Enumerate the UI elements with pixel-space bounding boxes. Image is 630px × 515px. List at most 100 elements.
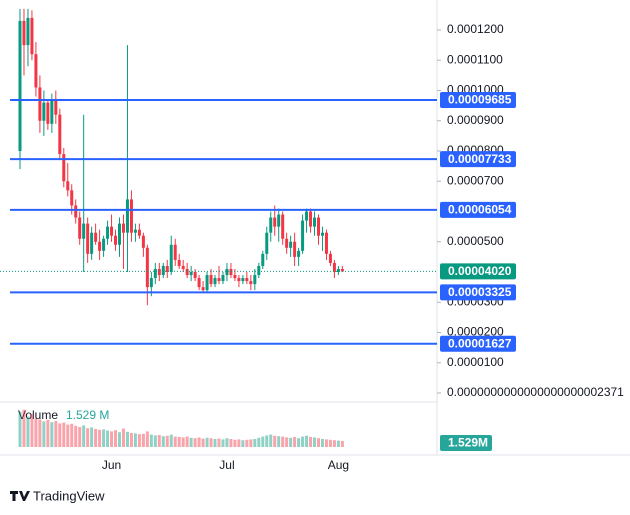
candle-body [281,214,285,239]
volume-bar [253,439,257,447]
candle-body [54,99,58,115]
candle-body [58,114,62,155]
candle-body [26,17,30,46]
candle-body [241,278,245,282]
last-price-badge-bg [440,263,516,280]
volume-bar [145,431,149,447]
candle-body [324,232,328,254]
volume-bar [118,432,121,447]
candle-body [253,275,257,285]
candle-body [98,241,102,251]
candle-body [169,244,173,273]
candle-body [177,259,181,266]
volume-bar [22,409,26,447]
volume-bar [177,437,181,447]
volume-bar [54,421,58,447]
volume-bar [129,433,133,447]
candle-body [293,241,297,257]
candle-body [86,223,90,254]
candle-body [141,235,145,248]
candle-body [173,244,177,260]
volume-bar [82,425,86,447]
volume-bar [205,437,209,447]
candle-body [257,265,261,276]
candle-body [30,17,34,55]
candle-body [153,268,157,279]
candle-body [110,226,114,236]
volume-bar [328,439,332,447]
volume-bar [98,429,102,447]
candle-body [181,265,185,269]
volume-badge-bg [440,435,492,451]
volume-bar [18,411,22,447]
x-tick-label: Jun [102,458,121,472]
volume-bar [257,437,261,447]
volume-title: Volume [18,408,58,422]
candle-body [245,278,249,282]
candle-body [237,278,241,282]
level-badge: 0.00001627 [440,335,516,352]
level-badge-bg [440,92,516,109]
candle-body [94,232,98,242]
candle-body [313,217,317,227]
candle-body [317,217,320,236]
volume-bar [42,421,46,447]
candle-body [217,278,221,282]
brand-name: TradingView [33,488,105,503]
candle-body [125,199,129,233]
volume-bar [336,440,340,447]
candle-body [193,272,197,279]
volume-last: 1.529 M [66,408,109,422]
volume-bar [38,419,42,447]
volume-bar [313,437,317,447]
candle-body [70,190,74,206]
candle-body [66,181,70,191]
candle-body [149,278,153,288]
volume-bar [225,438,229,447]
volume-badge: 1.529M [440,435,492,451]
volume-bar [62,422,66,447]
volume-bar [94,429,98,447]
volume-bar [320,439,324,447]
volume-bar [293,437,297,447]
y-tick-label: 0.0000000000000000000002371 [447,385,624,399]
volume-bar [46,419,50,447]
candle-body [46,102,50,124]
volume-bar [273,435,277,447]
candle-body [34,54,38,88]
candle-body [161,265,165,276]
candle-body [289,241,293,248]
candle-body [209,275,213,285]
volume-bar [185,436,189,447]
volume-bar [209,438,213,447]
volume-bar [50,422,54,447]
candle-body [336,268,340,273]
y-tick-label: 0.0001100 [447,52,503,66]
volume-bar [169,434,173,447]
volume-bar [305,435,309,447]
volume-bar [189,437,193,447]
candle-body [145,247,149,288]
volume-bar [86,428,90,447]
candle-body [90,232,94,254]
level-badge-bg [440,201,516,218]
volume-bar [301,436,305,447]
candle-body [189,272,193,276]
brand-logo [10,491,30,501]
level-badge-label: 0.00007733 [448,152,512,166]
candle-body [297,250,301,257]
level-badge-label: 0.00009685 [448,93,512,107]
volume-bar [297,438,301,447]
candle-body [165,265,169,273]
volume-bar [66,424,70,447]
level-badge: 0.00009685 [440,92,516,109]
candle-body [106,226,110,239]
x-tick-label: Aug [328,458,349,472]
volume-bar [133,433,137,447]
candle-body [133,229,137,233]
volume-bar [217,438,221,447]
volume-bar [125,431,129,447]
volume-bar [261,436,265,447]
candle-body [309,211,313,227]
